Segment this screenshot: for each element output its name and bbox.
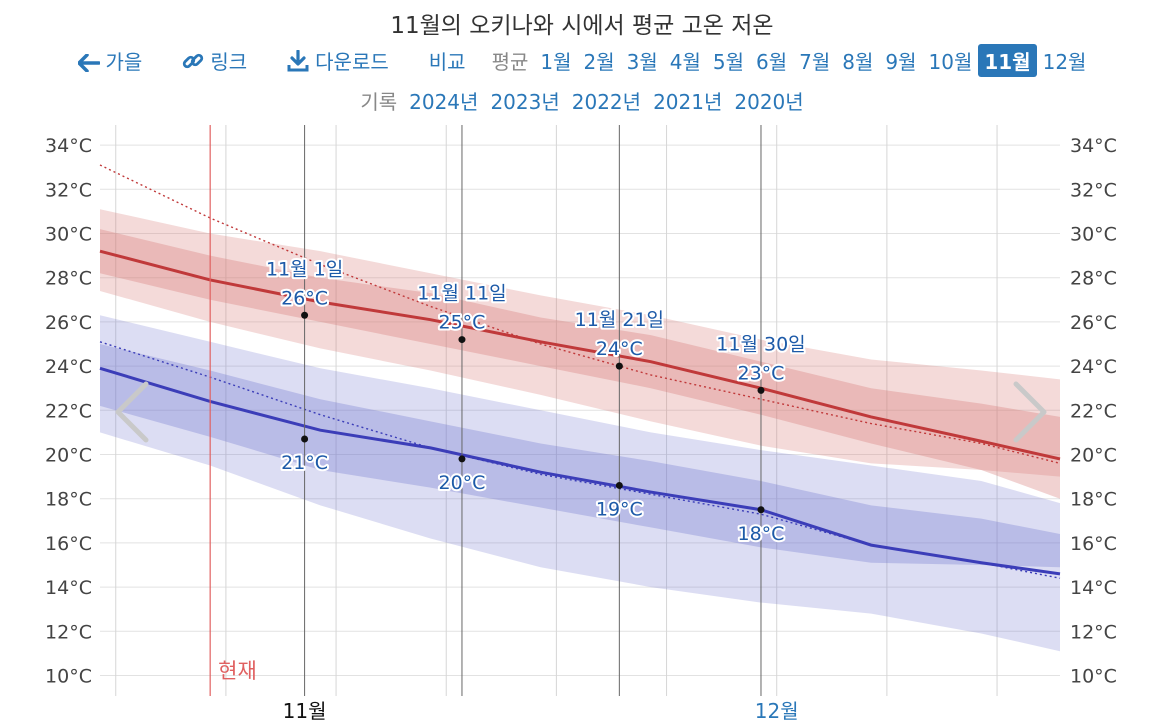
y-tick-label-left: 34°C (45, 135, 92, 157)
record-label: 기록 (360, 90, 398, 114)
annotation-date: 11월 11일 (417, 283, 506, 305)
link-button[interactable]: 링크 (176, 44, 253, 77)
y-tick-label-right: 24°C (1070, 356, 1117, 378)
y-tick-label-left: 12°C (45, 621, 92, 643)
low-band-outer (100, 315, 1060, 652)
year-link-2024[interactable]: 2024년 (409, 90, 479, 114)
grid (100, 125, 1060, 696)
x-month-label: 11월 (283, 699, 327, 723)
annotation-high: 24°C (596, 338, 643, 360)
y-tick-label-right: 28°C (1070, 268, 1117, 290)
y-tick-label-right: 34°C (1070, 135, 1117, 157)
month-link-2[interactable]: 2월 (583, 50, 615, 74)
high-band-inner (100, 229, 1060, 499)
month-link-9[interactable]: 9월 (885, 50, 917, 74)
low-trend-line (99, 341, 1061, 579)
previous-arrow-icon[interactable] (115, 381, 149, 443)
annotation-high: 25°C (438, 312, 485, 334)
year-link-2021[interactable]: 2021년 (653, 90, 723, 114)
page-title: 11월의 오키나와 시에서 평균 고온 저온 (390, 13, 774, 39)
y-tick-label-right: 18°C (1070, 489, 1117, 511)
x-month-label: 12월 (755, 699, 799, 723)
high-point (615, 362, 623, 370)
high-point (458, 336, 466, 344)
low-point (458, 455, 466, 463)
low-band-inner (100, 344, 1060, 568)
year-link-2020[interactable]: 2020년 (734, 90, 804, 114)
download-button[interactable]: 다운로드 (281, 44, 395, 77)
annotation-low: 18°C (738, 523, 785, 545)
annotation-date: 11월 21일 (575, 309, 664, 331)
annotation-date: 11월 30일 (716, 333, 805, 355)
nav-row-records: 기록 2024년 2023년 2022년 2021년 2020년 (0, 84, 1164, 117)
annotation-high: 26°C (281, 287, 328, 309)
y-tick-label-right: 14°C (1070, 577, 1117, 599)
y-tick-label-left: 30°C (45, 224, 92, 246)
month-link-7[interactable]: 7월 (799, 50, 831, 74)
now-label: 현재 (218, 659, 257, 683)
month-link-8[interactable]: 8월 (842, 50, 874, 74)
month-link-4[interactable]: 4월 (669, 50, 701, 74)
low-point (615, 481, 623, 489)
annotation-low: 19°C (596, 498, 643, 520)
low-point (757, 506, 765, 514)
link-icon (183, 53, 204, 69)
y-tick-label-left: 10°C (45, 666, 92, 688)
y-tick-label-left: 20°C (45, 445, 92, 467)
year-link-2023[interactable]: 2023년 (490, 90, 560, 114)
y-tick-label-left: 32°C (45, 179, 92, 201)
month-link-1[interactable]: 1월 (540, 50, 572, 74)
compare-link[interactable]: 비교 (428, 50, 466, 74)
next-arrow-icon[interactable] (1013, 381, 1047, 443)
month-link-12[interactable]: 12월 (1042, 50, 1087, 74)
year-links: 2024년 2023년 2022년 2021년 2020년 (403, 84, 810, 117)
y-tick-label-left: 22°C (45, 400, 92, 422)
average-label: 평균 (491, 50, 529, 74)
high-mean-line (99, 249, 1061, 461)
y-tick-label-right: 30°C (1070, 224, 1117, 246)
month-link-3[interactable]: 3월 (626, 50, 658, 74)
annotation-low: 21°C (281, 452, 328, 474)
high-point (757, 386, 765, 394)
year-link-2022[interactable]: 2022년 (571, 90, 642, 114)
month-link-10[interactable]: 10월 (928, 50, 973, 74)
y-tick-label-right: 16°C (1070, 533, 1117, 555)
low-mean-line (99, 366, 1061, 576)
month-links: 1월 2월 3월 4월 5월 6월 7월 8월 9월 10월 11월 12월 (534, 44, 1092, 77)
y-tick-label-right: 20°C (1070, 445, 1117, 467)
annotation-high: 23°C (738, 362, 785, 384)
download-icon (287, 50, 309, 72)
y-tick-label-right: 22°C (1070, 400, 1117, 422)
download-label: 다운로드 (315, 50, 389, 74)
link-label: 링크 (210, 50, 248, 74)
y-tick-label-right: 26°C (1070, 312, 1117, 334)
month-link-11[interactable]: 11월 (978, 44, 1037, 77)
high-band-outer (100, 209, 1060, 477)
arrow-left-icon (77, 54, 100, 72)
annotation-date: 11월 1일 (266, 258, 343, 280)
y-tick-label-right: 12°C (1070, 621, 1117, 643)
nav-row-primary: 가을 링크 다운로드 비교 평균 1월 2월 3월 4월 5월 6월 7월 8월 9월 10월 11… (0, 44, 1164, 77)
y-tick-label-left: 28°C (45, 268, 92, 290)
month-link-6[interactable]: 6월 (756, 50, 788, 74)
y-tick-label-left: 16°C (45, 533, 92, 555)
month-link-5[interactable]: 5월 (712, 50, 745, 74)
y-tick-label-left: 24°C (45, 356, 92, 378)
low-point (301, 435, 309, 443)
y-tick-label-left: 14°C (45, 577, 92, 599)
high-point (301, 311, 309, 319)
y-tick-label-left: 26°C (45, 312, 92, 334)
back-label: 가을 (105, 50, 143, 74)
y-tick-label-right: 32°C (1070, 179, 1117, 201)
back-link[interactable]: 가을 (72, 44, 149, 77)
y-tick-label-left: 18°C (45, 489, 92, 511)
annotation-low: 20°C (438, 472, 485, 494)
y-tick-label-right: 10°C (1070, 666, 1117, 688)
